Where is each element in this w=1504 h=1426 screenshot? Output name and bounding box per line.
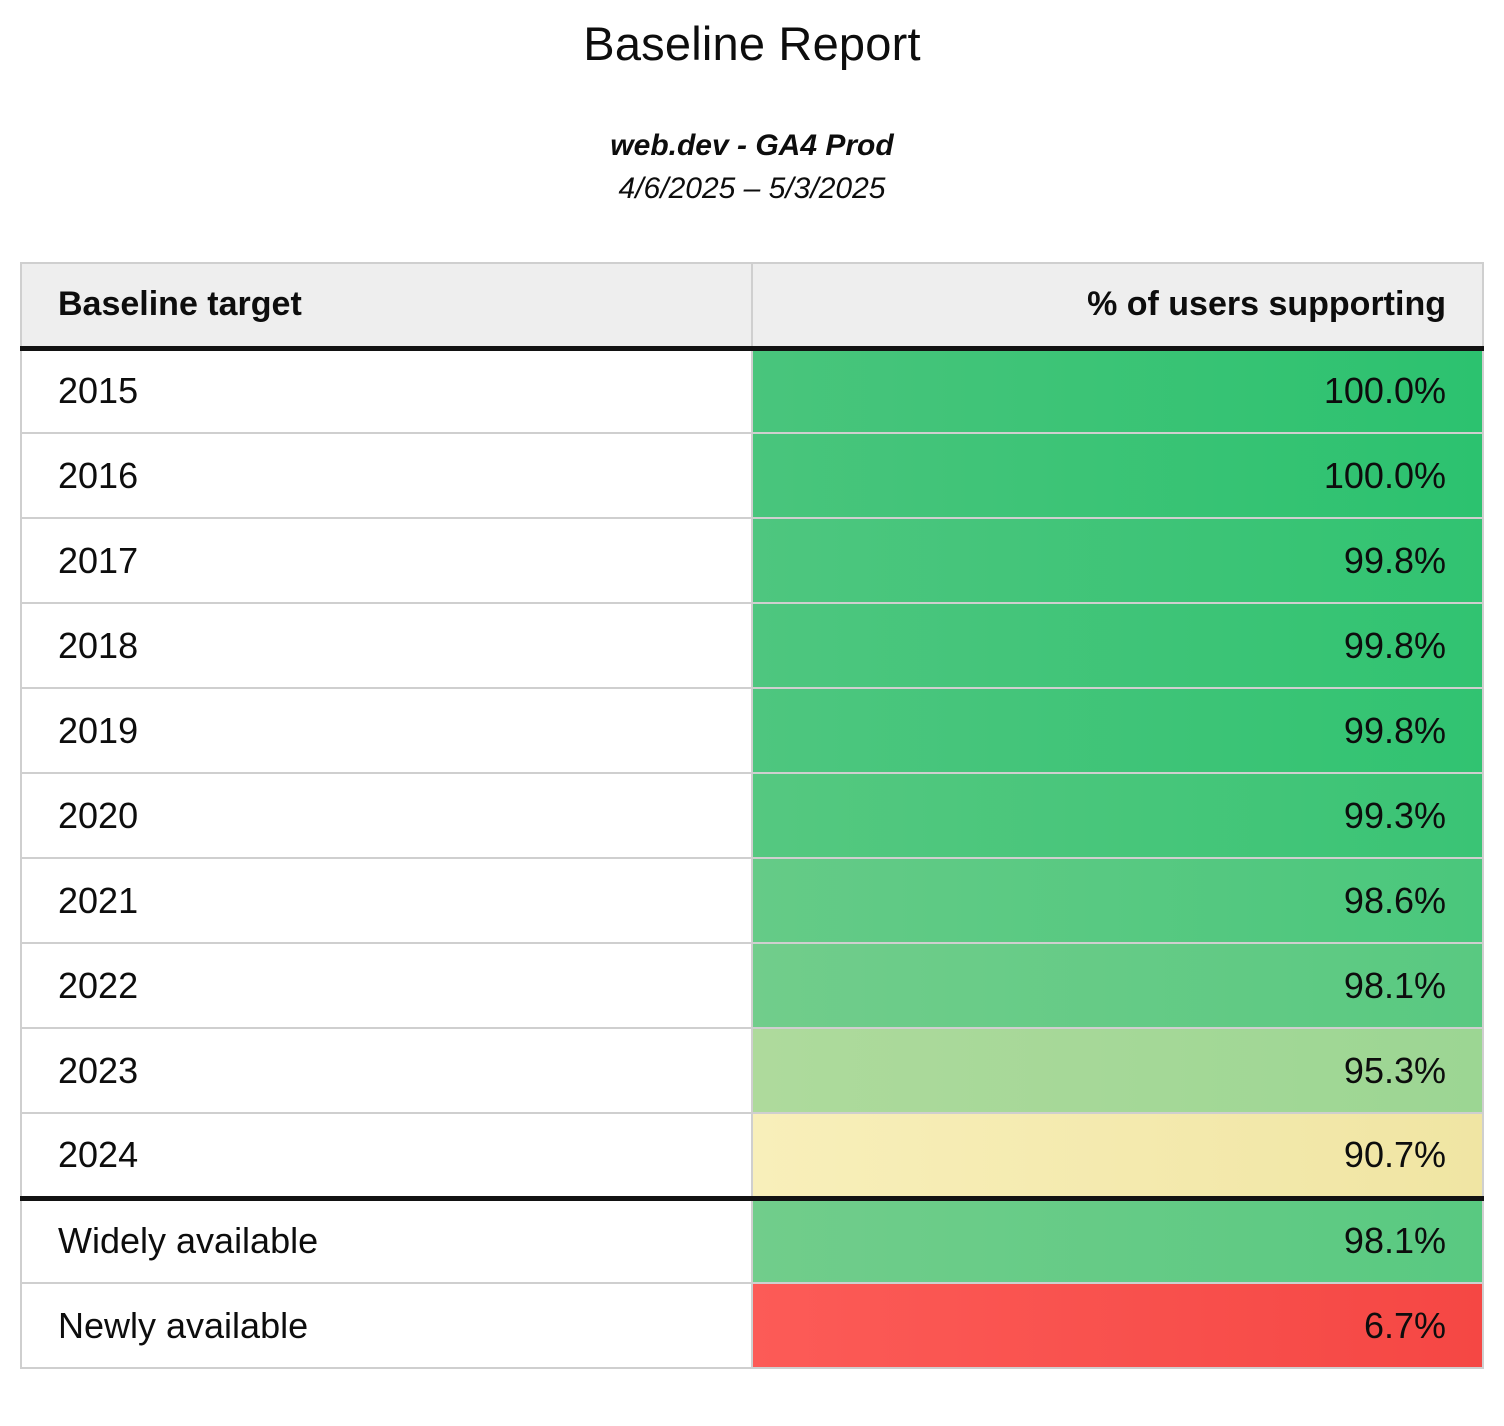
table-row-2018: 2018 99.8% — [20, 602, 1484, 689]
baseline-target-cell: 2015 — [20, 347, 753, 434]
table-row-2020: 2020 99.3% — [20, 772, 1484, 859]
support-value-cell: 100.0% — [751, 432, 1484, 519]
baseline-target-cell: 2018 — [20, 602, 753, 689]
baseline-target-cell: 2023 — [20, 1027, 753, 1114]
support-value-cell: 99.8% — [751, 517, 1484, 604]
report-date-range: 4/6/2025 – 5/3/2025 — [618, 172, 886, 205]
table-header-row: Baseline target % of users supporting — [20, 262, 1484, 351]
table-row-2017: 2017 99.8% — [20, 517, 1484, 604]
support-value-cell: 98.6% — [751, 857, 1484, 944]
support-value-cell: 98.1% — [751, 1195, 1484, 1284]
support-value-cell: 98.1% — [751, 942, 1484, 1029]
support-value-cell: 99.8% — [751, 687, 1484, 774]
table-row-2022: 2022 98.1% — [20, 942, 1484, 1029]
baseline-target-cell: 2022 — [20, 942, 753, 1029]
report-page: Baseline Report web.dev - GA4 Prod 4/6/2… — [0, 0, 1504, 1369]
baseline-report-table: Baseline target % of users supporting 20… — [20, 262, 1484, 1369]
baseline-target-cell: 2021 — [20, 857, 753, 944]
table-row-2021: 2021 98.6% — [20, 857, 1484, 944]
baseline-target-cell: 2019 — [20, 687, 753, 774]
baseline-target-cell: 2016 — [20, 432, 753, 519]
table-row-newly-available: Newly available 6.7% — [20, 1282, 1484, 1369]
table-row-widely-available: Widely available 98.1% — [20, 1195, 1484, 1284]
report-property-name: web.dev - GA4 Prod — [610, 129, 894, 162]
baseline-target-cell: Newly available — [20, 1282, 753, 1369]
support-value-cell: 6.7% — [751, 1282, 1484, 1369]
support-value-cell: 99.8% — [751, 602, 1484, 689]
support-value-cell: 99.3% — [751, 772, 1484, 859]
column-header-users-supporting: % of users supporting — [751, 262, 1484, 351]
baseline-target-cell: 2024 — [20, 1112, 753, 1199]
baseline-target-cell: Widely available — [20, 1195, 753, 1284]
table-row-2024: 2024 90.7% — [20, 1112, 1484, 1199]
baseline-target-cell: 2017 — [20, 517, 753, 604]
table-body: 2015 100.0% 2016 100.0% 2017 99.8% 2018 … — [20, 347, 1484, 1369]
table-header: Baseline target % of users supporting — [20, 262, 1484, 351]
table-row-2016: 2016 100.0% — [20, 432, 1484, 519]
table-row-2019: 2019 99.8% — [20, 687, 1484, 774]
support-value-cell: 100.0% — [751, 347, 1484, 434]
column-header-baseline-target: Baseline target — [20, 262, 753, 351]
table-row-2023: 2023 95.3% — [20, 1027, 1484, 1114]
table-row-2015: 2015 100.0% — [20, 347, 1484, 434]
page-title: Baseline Report — [583, 17, 921, 70]
support-value-cell: 90.7% — [751, 1112, 1484, 1199]
support-value-cell: 95.3% — [751, 1027, 1484, 1114]
report-header: Baseline Report web.dev - GA4 Prod 4/6/2… — [0, 0, 1504, 206]
baseline-target-cell: 2020 — [20, 772, 753, 859]
